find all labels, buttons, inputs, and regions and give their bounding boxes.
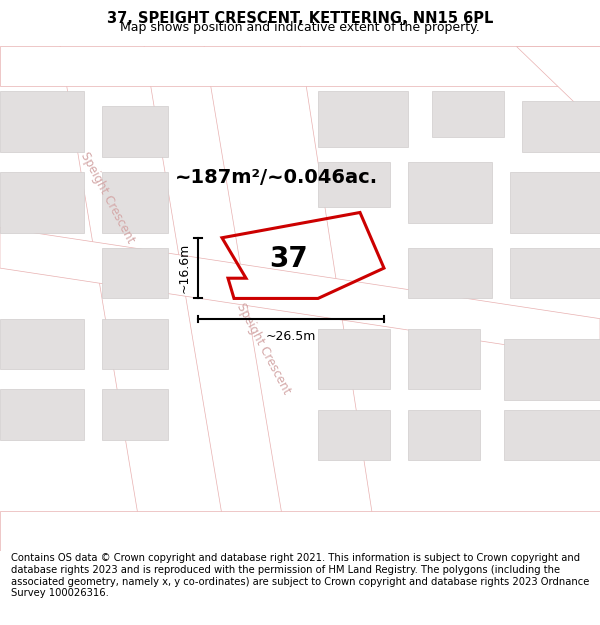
Polygon shape xyxy=(0,172,84,232)
Polygon shape xyxy=(102,389,168,440)
Text: ~16.6m: ~16.6m xyxy=(178,243,191,293)
Polygon shape xyxy=(510,172,600,232)
Polygon shape xyxy=(0,319,84,369)
Text: ~187m²/~0.046ac.: ~187m²/~0.046ac. xyxy=(175,168,377,187)
Polygon shape xyxy=(102,106,168,157)
Polygon shape xyxy=(504,409,600,460)
Text: 37, SPEIGHT CRESCENT, KETTERING, NN15 6PL: 37, SPEIGHT CRESCENT, KETTERING, NN15 6P… xyxy=(107,11,493,26)
Polygon shape xyxy=(408,329,480,389)
Polygon shape xyxy=(408,409,480,460)
Polygon shape xyxy=(318,329,390,389)
Polygon shape xyxy=(318,162,390,208)
Polygon shape xyxy=(516,46,600,126)
Polygon shape xyxy=(0,228,600,359)
Text: Speight Crescent: Speight Crescent xyxy=(235,301,293,397)
Polygon shape xyxy=(0,389,84,440)
Polygon shape xyxy=(102,172,168,232)
Polygon shape xyxy=(0,46,600,86)
Polygon shape xyxy=(318,91,408,147)
Polygon shape xyxy=(432,91,504,137)
Text: Map shows position and indicative extent of the property.: Map shows position and indicative extent… xyxy=(120,21,480,34)
Polygon shape xyxy=(102,248,168,298)
Polygon shape xyxy=(0,511,600,551)
Polygon shape xyxy=(0,91,84,152)
Text: Contains OS data © Crown copyright and database right 2021. This information is : Contains OS data © Crown copyright and d… xyxy=(11,554,589,598)
Polygon shape xyxy=(408,162,492,222)
Polygon shape xyxy=(522,101,600,152)
Polygon shape xyxy=(504,339,600,399)
Polygon shape xyxy=(204,46,378,551)
Text: Speight Crescent: Speight Crescent xyxy=(79,149,137,245)
Text: ~26.5m: ~26.5m xyxy=(266,330,316,342)
Polygon shape xyxy=(60,46,228,551)
Text: 37: 37 xyxy=(269,244,308,272)
Polygon shape xyxy=(102,319,168,369)
Polygon shape xyxy=(408,248,492,298)
Polygon shape xyxy=(510,248,600,298)
Polygon shape xyxy=(318,409,390,460)
